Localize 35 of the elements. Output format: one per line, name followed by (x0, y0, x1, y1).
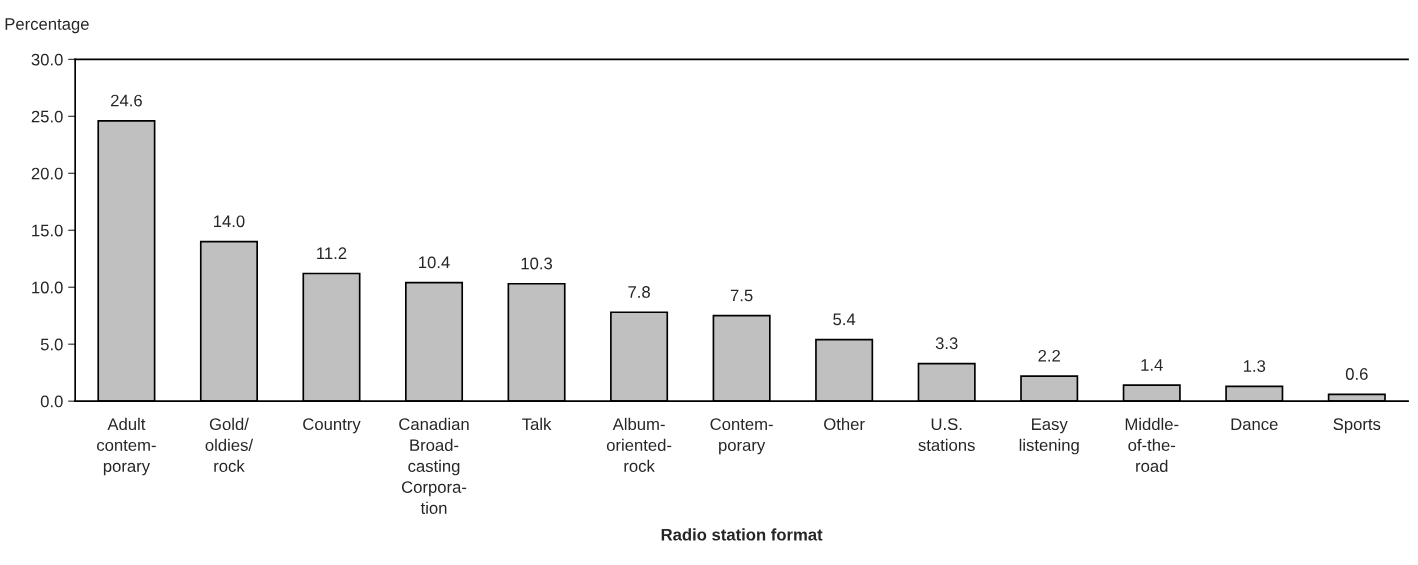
x-axis-title: Radio station format (661, 528, 823, 541)
x-tick-label: Other (824, 417, 865, 431)
y-axis-title: Percentage (5, 18, 89, 34)
data-label: 14.0 (214, 215, 245, 228)
data-label: 11.2 (317, 247, 347, 259)
x-tick-label: Gold/ oldies/ rock (205, 417, 254, 472)
x-tick-label: Contem- porary (710, 418, 773, 455)
x-tick-label: Sports (1333, 418, 1381, 434)
x-tick-label: Country (303, 418, 361, 434)
x-tick-label: U.S. stations (918, 418, 975, 452)
y-tick-label: 20.0 (31, 167, 63, 180)
x-tick-label: Canadian Broad- casting Corpora- tion (399, 417, 469, 514)
y-tick-label: 25.0 (31, 110, 63, 123)
data-label: 7.8 (628, 286, 650, 298)
x-tick-label: Easy listening (1019, 418, 1079, 455)
y-tick-label: 5.0 (40, 338, 63, 351)
data-label: 0.6 (1345, 368, 1368, 380)
data-label: 5.4 (833, 313, 856, 326)
x-tick-label: Middle- of-the- road (1125, 417, 1179, 472)
x-tick-label: Adult contem- porary (97, 417, 156, 476)
data-label: 24.6 (111, 94, 142, 107)
data-label: 2.2 (1038, 349, 1060, 362)
data-label: 3.3 (935, 337, 958, 350)
data-label: 10.3 (521, 257, 553, 270)
x-tick-label: Album- oriented- rock (606, 417, 672, 472)
data-label: 1.3 (1243, 360, 1266, 372)
y-tick-label: 10.0 (32, 281, 63, 294)
data-label: 10.4 (419, 256, 450, 269)
data-label: 7.5 (730, 289, 753, 302)
x-tick-label: Talk (522, 417, 552, 431)
y-tick-label: 15.0 (32, 224, 63, 237)
y-tick-label: 0.0 (40, 395, 63, 408)
data-label: 1.4 (1141, 359, 1163, 371)
x-tick-label: Dance (1231, 418, 1278, 431)
y-tick-label: 30.0 (31, 53, 63, 66)
